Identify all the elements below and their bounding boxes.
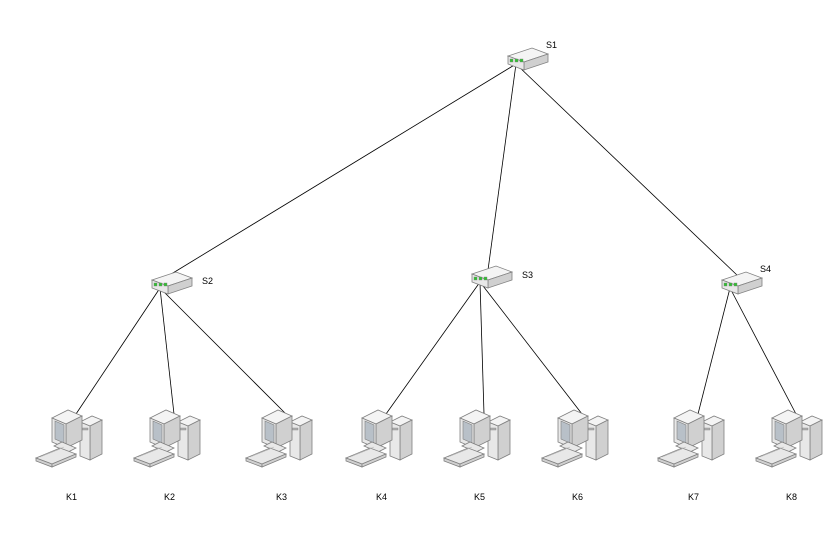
pc-K5 <box>444 410 510 467</box>
edges-layer <box>76 64 796 414</box>
pc-K6 <box>542 410 608 467</box>
edge-S3-K6 <box>480 282 582 414</box>
edge-S3-K4 <box>386 282 480 414</box>
pc-K2 <box>134 410 200 467</box>
pc-K7 <box>658 410 724 467</box>
label-K4: K4 <box>376 492 387 502</box>
label-K7: K7 <box>688 492 699 502</box>
pc-K8 <box>756 410 822 467</box>
pc-K4 <box>346 410 412 467</box>
edge-S1-S4 <box>516 64 738 276</box>
edge-S4-K7 <box>698 288 730 414</box>
edge-S3-K5 <box>480 282 484 414</box>
label-S3: S3 <box>522 270 533 280</box>
label-S2: S2 <box>202 276 213 286</box>
label-K5: K5 <box>474 492 485 502</box>
label-K2: K2 <box>164 492 175 502</box>
label-S1: S1 <box>546 40 557 50</box>
label-K1: K1 <box>66 492 77 502</box>
nodes-layer <box>36 48 822 467</box>
pc-K1 <box>36 410 102 467</box>
label-K6: K6 <box>572 492 583 502</box>
label-K3: K3 <box>276 492 287 502</box>
label-K8: K8 <box>786 492 797 502</box>
pc-K3 <box>246 410 312 467</box>
edge-S2-K1 <box>76 288 160 414</box>
edge-S2-K2 <box>160 288 174 414</box>
edge-S2-K3 <box>160 288 286 414</box>
switch-S1 <box>508 48 548 70</box>
label-S4: S4 <box>760 264 771 274</box>
edge-S1-S3 <box>488 64 516 270</box>
network-diagram <box>0 0 833 535</box>
edge-S1-S2 <box>168 64 516 276</box>
switch-S4 <box>722 272 762 294</box>
edge-S4-K8 <box>730 288 796 414</box>
